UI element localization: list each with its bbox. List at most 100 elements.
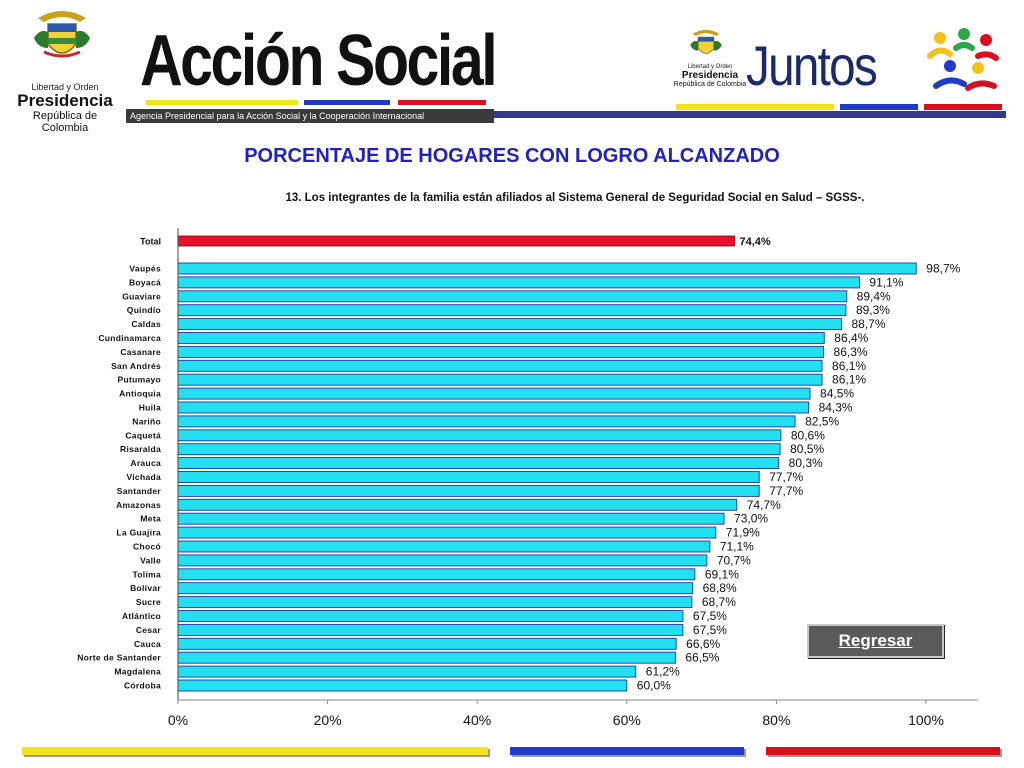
bar: [177, 484, 760, 497]
juntos-wordmark: Juntos: [746, 34, 878, 97]
category-label: Huila: [139, 403, 161, 413]
category-label: Córdoba: [124, 681, 161, 691]
bar: [177, 457, 780, 470]
motto-text: Libertad y Orden: [687, 64, 733, 70]
chart-title: 13. Los integrantes de la familia están …: [285, 192, 864, 204]
agency-banner: Agencia Presidencial para la Acción Soci…: [126, 109, 494, 123]
category-label: Sucre: [136, 597, 161, 607]
bar: [177, 554, 708, 567]
people-figures-icon: [927, 28, 999, 91]
value-label: 77,7%: [769, 484, 803, 498]
value-label: 66,5%: [685, 651, 719, 665]
category-label: Santander: [117, 486, 162, 496]
category-label: Nariño: [132, 416, 161, 426]
value-label: 68,7%: [702, 595, 736, 609]
bar: [177, 304, 847, 317]
presidencia-logo: Libertad y Orden Presidencia República d…: [0, 0, 120, 134]
x-tick-label: 20%: [314, 712, 342, 728]
bar: [177, 582, 694, 595]
value-label: 73,0%: [734, 512, 768, 526]
accion-color-bars: [126, 100, 491, 106]
bar: [177, 596, 693, 609]
value-label: 71,1%: [720, 540, 754, 554]
bar: [177, 623, 684, 636]
category-label: Cesar: [136, 625, 162, 635]
bar: [177, 401, 810, 414]
category-label: Valle: [140, 555, 161, 565]
value-label: 84,3%: [819, 401, 853, 415]
bar: [177, 610, 684, 622]
category-label: Caldas: [131, 319, 161, 329]
category-label: Risaralda: [120, 444, 161, 454]
category-label: Amazonas: [116, 500, 161, 510]
category-label: Tolima: [132, 569, 161, 579]
category-label: Magdalena: [114, 667, 161, 677]
category-label: Atlántico: [122, 611, 161, 621]
bar: [177, 526, 717, 539]
presidencia-title: Presidencia: [17, 91, 113, 110]
bar: [177, 318, 842, 331]
value-label: 86,4%: [834, 331, 868, 345]
value-label: 98,7%: [926, 262, 960, 276]
coat-of-arms-icon: [34, 11, 90, 58]
x-tick-label: 40%: [463, 712, 491, 728]
category-label: Total: [140, 237, 161, 247]
value-label: 60,0%: [637, 679, 671, 693]
value-label: 61,2%: [646, 665, 680, 679]
republica-subtitle: República de Colombia: [673, 81, 747, 88]
bar: [177, 651, 676, 664]
value-label: 89,4%: [857, 289, 891, 303]
motto-text: Libertad y Orden: [31, 82, 99, 92]
value-label: 84,5%: [820, 387, 854, 401]
value-label: 69,1%: [705, 567, 739, 581]
category-label: Bolívar: [130, 583, 161, 593]
value-label: 80,6%: [791, 428, 825, 442]
bar: [177, 568, 696, 581]
value-label: 66,6%: [686, 637, 720, 651]
category-label: Cundinamarca: [98, 333, 161, 343]
category-label: Boyacá: [129, 277, 161, 287]
value-label: 86,3%: [834, 345, 868, 359]
bar: [177, 637, 677, 650]
value-label: 88,7%: [851, 317, 885, 331]
accion-social-logo: Acción Social: [140, 21, 498, 101]
bar: [177, 471, 760, 483]
page-title: PORCENTAJE DE HOGARES CON LOGRO ALCANZAD…: [244, 145, 780, 167]
header-divider: [494, 111, 1006, 118]
category-label: Casanare: [120, 347, 161, 357]
value-label: 77,7%: [769, 470, 803, 484]
category-label: Meta: [140, 514, 161, 524]
bar: [177, 512, 725, 525]
value-label: 86,1%: [832, 373, 866, 387]
category-label: Antioquia: [119, 389, 161, 399]
bar: [177, 415, 796, 428]
category-label: San Andrés: [111, 361, 161, 371]
category-label: Chocó: [133, 542, 161, 552]
category-label: Norte de Santander: [77, 653, 161, 663]
bar: [177, 540, 711, 553]
value-label: 67,5%: [693, 609, 727, 623]
value-label: 68,8%: [703, 581, 737, 595]
coat-of-arms-icon: [690, 29, 722, 54]
regresar-button[interactable]: Regresar: [807, 624, 944, 658]
value-label: 89,3%: [856, 303, 890, 317]
value-label: 91,1%: [869, 275, 903, 289]
category-label: Cauca: [134, 639, 161, 649]
category-label: Vaupés: [129, 264, 161, 274]
bar-total: [177, 235, 735, 247]
bar: [177, 443, 781, 456]
category-label: Putumayo: [118, 375, 162, 385]
bar: [177, 345, 824, 358]
bar: [177, 262, 917, 275]
bar: [177, 498, 738, 511]
value-label: 71,9%: [726, 526, 760, 540]
bar: [177, 276, 860, 289]
value-label: 67,5%: [693, 623, 727, 637]
category-label: Vichada: [126, 472, 161, 482]
value-label: 74,7%: [747, 498, 781, 512]
presidencia-title: Presidencia: [681, 70, 739, 81]
x-tick-label: 80%: [762, 712, 790, 728]
bar: [177, 429, 782, 442]
value-label: 82,5%: [805, 414, 839, 428]
